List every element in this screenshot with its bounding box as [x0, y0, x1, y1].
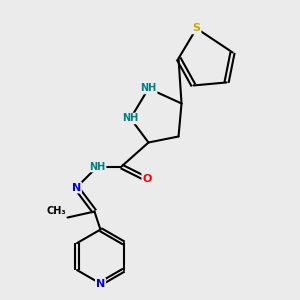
- Text: O: O: [142, 173, 152, 184]
- Text: NH: NH: [89, 161, 106, 172]
- Text: N: N: [72, 182, 81, 193]
- Text: N: N: [96, 279, 105, 289]
- Text: CH₃: CH₃: [46, 206, 66, 216]
- Text: S: S: [193, 23, 200, 33]
- Text: NH: NH: [122, 113, 139, 124]
- Text: NH: NH: [140, 83, 157, 94]
